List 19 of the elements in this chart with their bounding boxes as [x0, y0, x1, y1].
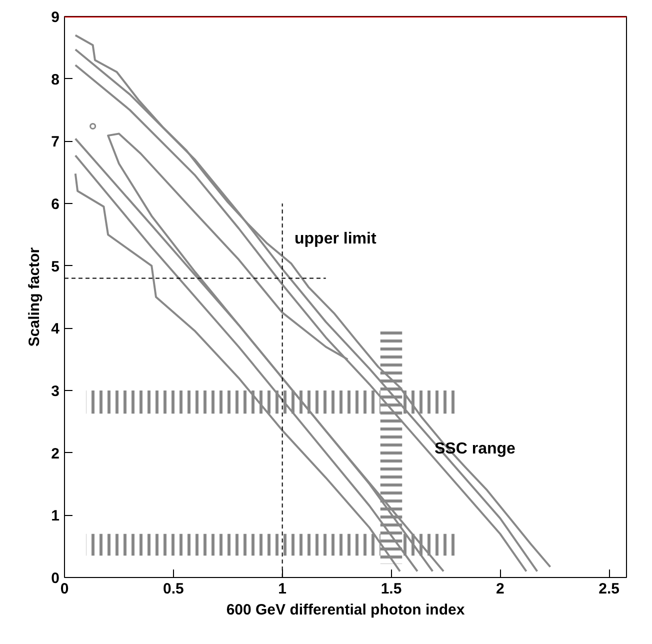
y-tick-label: 0 — [51, 570, 60, 587]
y-tick-label: 2 — [51, 445, 60, 462]
x-tick-label: 0.5 — [162, 580, 184, 598]
y-tick-label: 5 — [51, 258, 60, 276]
y-tick-label: 8 — [51, 71, 60, 88]
x-tick-label: 2 — [496, 580, 504, 598]
y-tick-label: 3 — [51, 383, 60, 400]
x-axis-title: 600 GeV differential photon index — [226, 602, 466, 618]
y-tick-label: 7 — [51, 134, 60, 151]
annotation: upper limit — [294, 230, 377, 248]
y-tick-label: 4 — [51, 320, 60, 338]
x-tick-label: 2.5 — [598, 580, 620, 598]
annotation: SSC range — [434, 440, 516, 458]
y-axis-title: Scaling factor — [26, 247, 44, 347]
y-tick-label: 9 — [51, 9, 60, 26]
x-tick-label: 1 — [278, 580, 286, 598]
y-tick-label: 1 — [51, 508, 60, 525]
x-tick-label: 1.5 — [380, 580, 402, 598]
y-tick-label: 6 — [51, 196, 60, 213]
